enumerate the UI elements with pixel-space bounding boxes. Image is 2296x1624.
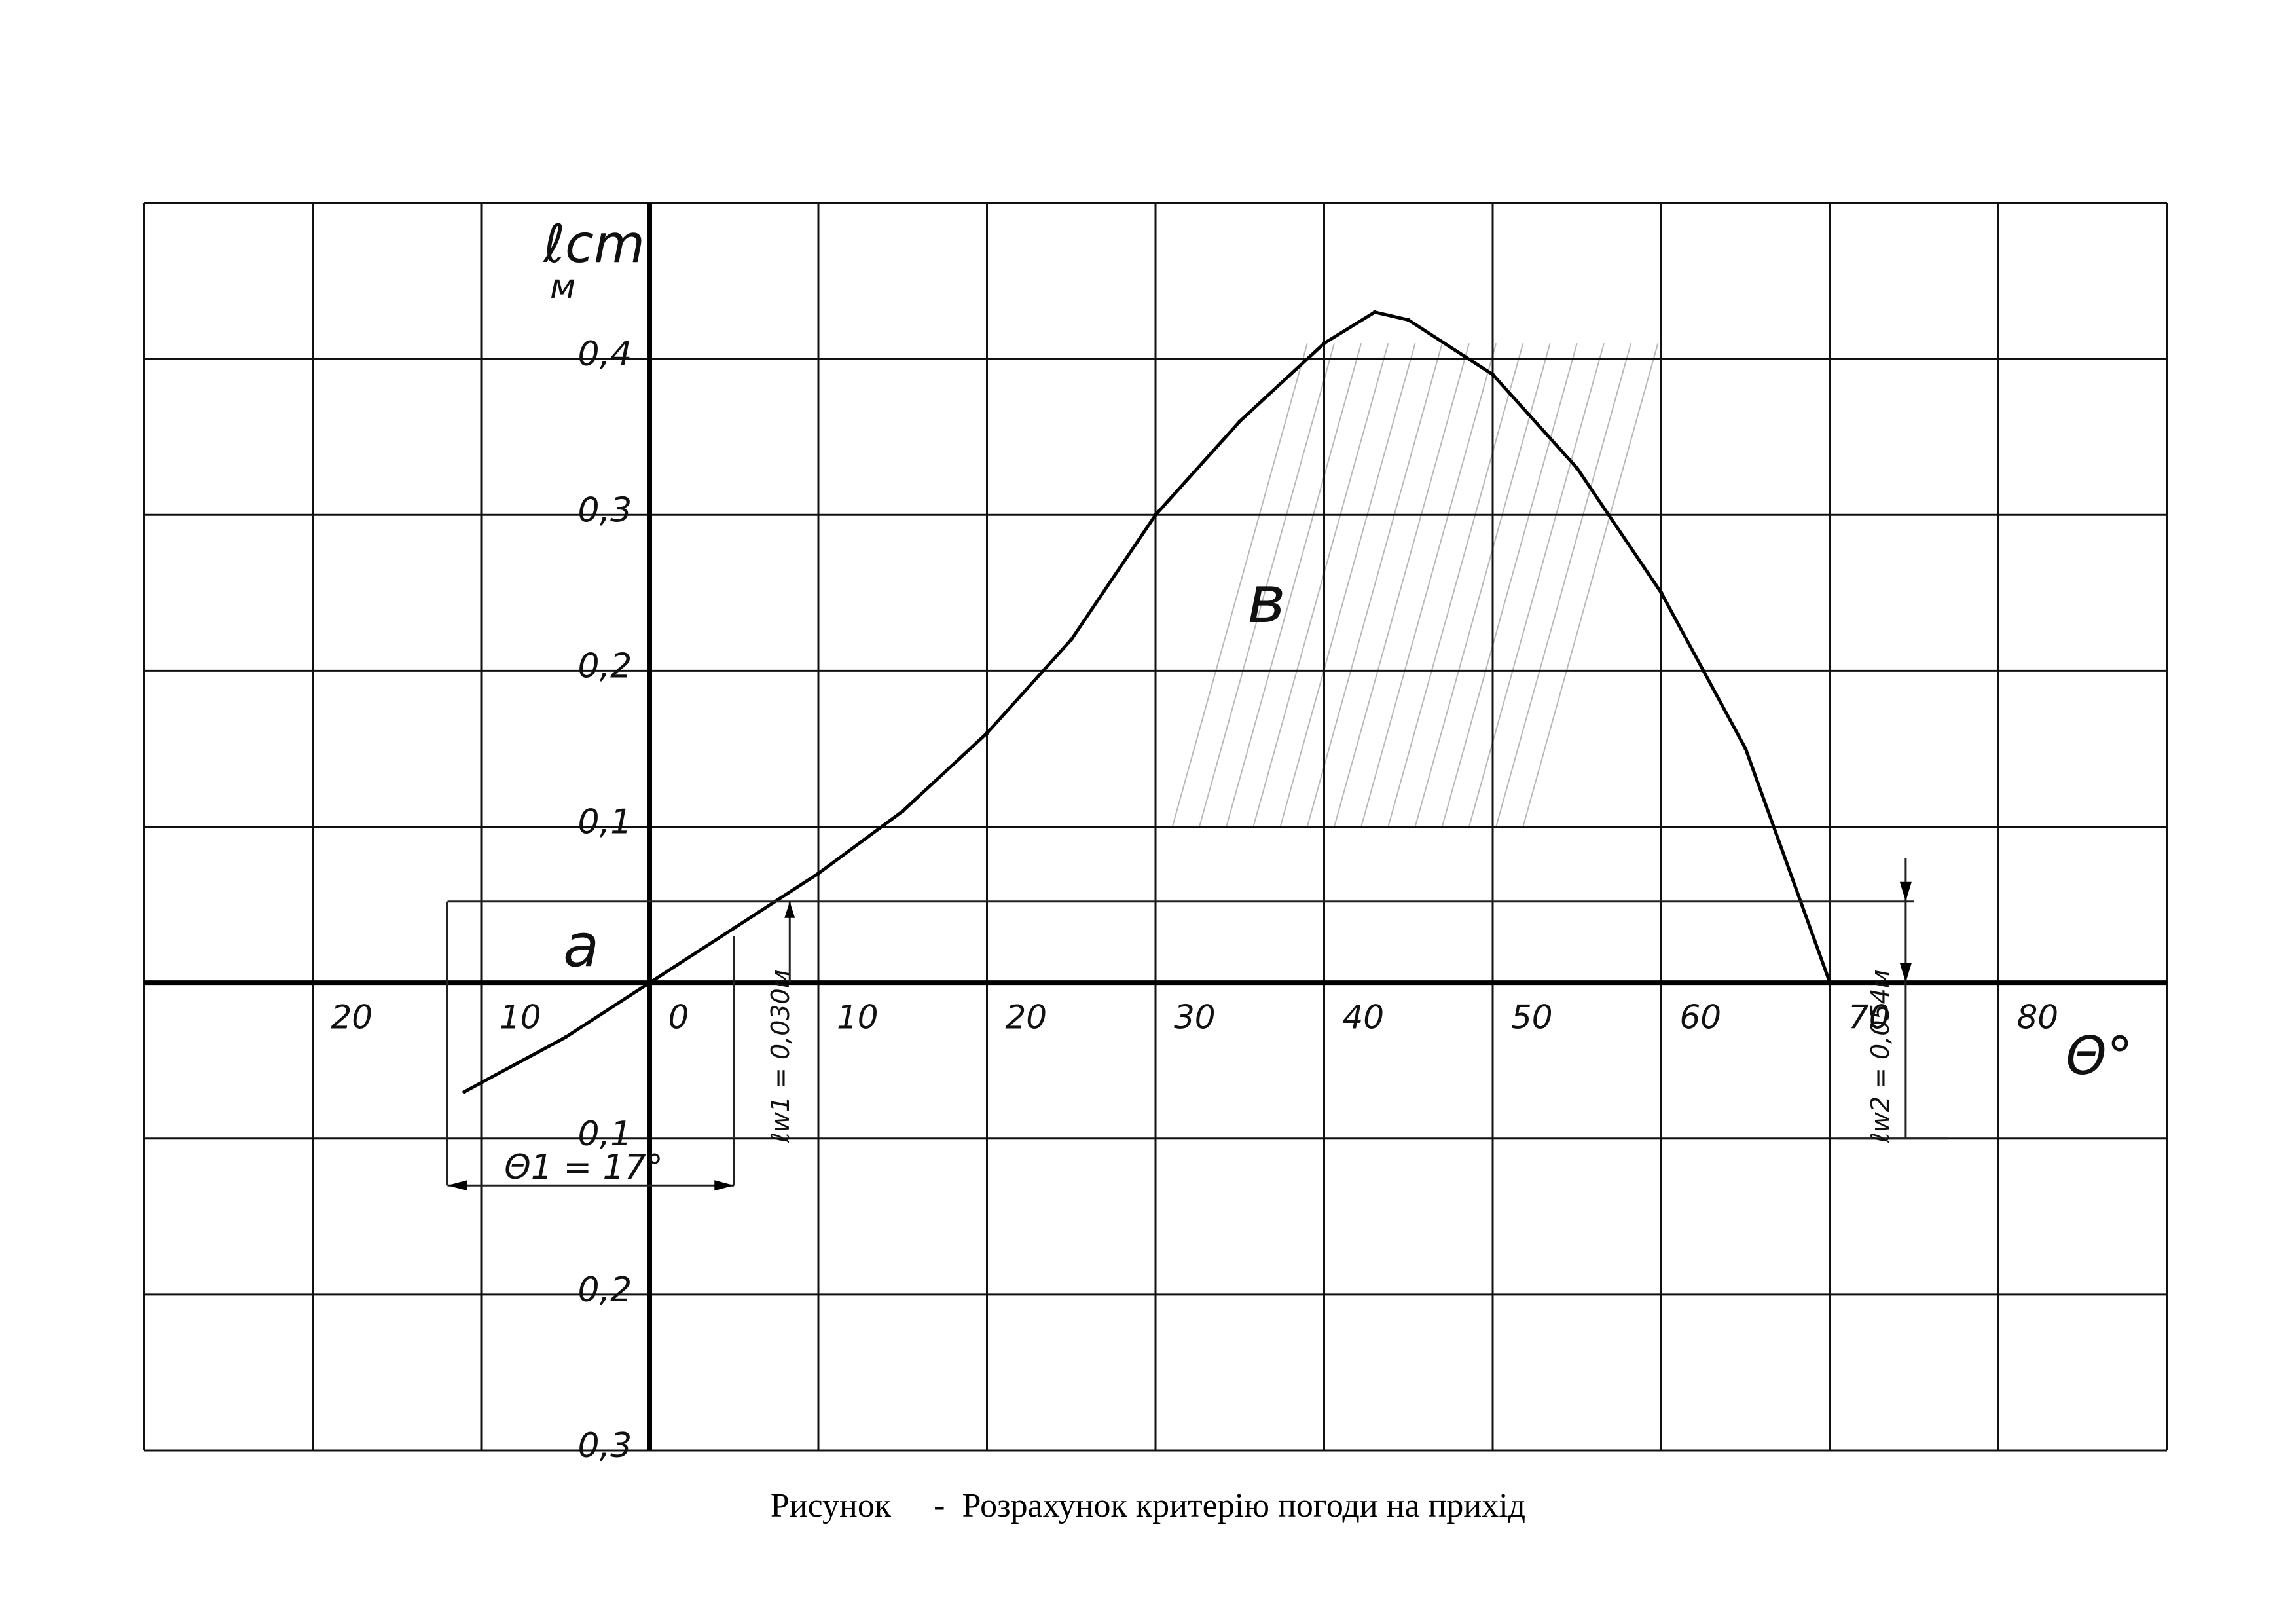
- x-tick-label: 80: [2017, 999, 2059, 1037]
- gz-curve-point: [1154, 513, 1157, 517]
- x-tick-label: 40: [1343, 999, 1385, 1037]
- theta1-arrow-right: [714, 1180, 735, 1191]
- gz-curve-point: [1237, 419, 1242, 424]
- x-tick-label: 30: [1174, 999, 1216, 1037]
- hatch-line: [1226, 343, 1362, 827]
- gz-curve-point: [647, 980, 652, 985]
- lw2-arrow-down: [1899, 881, 1912, 902]
- x-tick-label: 10: [837, 999, 879, 1037]
- x-tick-label: 10: [500, 999, 541, 1037]
- gz-curve-point: [1372, 310, 1377, 314]
- gz-curve-point: [1743, 747, 1748, 751]
- gz-curve-point: [563, 1035, 568, 1039]
- y-tick-label: 0,3: [578, 490, 632, 530]
- gz-curve-point: [900, 809, 905, 813]
- x-tick-label: 20: [331, 999, 373, 1037]
- gz-curve-point: [1491, 372, 1495, 377]
- tick-labels: 20 10 0 10 20 30 40 50 60 70 80 0,4 0,3 0,2 0,1 0,1 0,2 0…: [331, 335, 2059, 1466]
- gz-curve-point: [462, 1090, 467, 1094]
- x-axis-label: Θ°: [2066, 1025, 2133, 1086]
- area-b-hatching: [1171, 343, 1659, 827]
- gz-curve-point: [1322, 341, 1326, 346]
- gz-curve-point: [1069, 637, 1074, 642]
- hatch-line: [1360, 343, 1497, 827]
- hatch-line: [1198, 343, 1335, 827]
- gz-curve-line: [464, 310, 1832, 1094]
- x-tick-label: 70: [1848, 999, 1890, 1037]
- theta1-label: Θ1 = 17°: [504, 1148, 663, 1187]
- lw1-label: ℓw1 = 0,030м: [766, 970, 795, 1143]
- hatch-line: [1441, 343, 1578, 827]
- gz-curve-point: [732, 926, 737, 931]
- y-tick-label: 0,2: [578, 1270, 632, 1310]
- y-tick-label: 0,3: [578, 1426, 632, 1466]
- hatch-line: [1279, 343, 1416, 827]
- area-a-label: a: [563, 912, 599, 980]
- gz-curve-point: [1406, 318, 1411, 322]
- x-tick-label: 60: [1680, 999, 1722, 1037]
- y-tick-label: 0,4: [578, 335, 632, 374]
- hatch-line: [1333, 343, 1470, 827]
- x-tick-label: 20: [1006, 999, 1048, 1037]
- gz-curve-point: [1828, 980, 1832, 985]
- hatch-line: [1495, 343, 1632, 827]
- lw1-arrow-top: [784, 901, 795, 918]
- figure-caption: Рисунок - Розрахунок критерію погоди на …: [0, 1486, 2296, 1525]
- gz-curve-point: [1659, 591, 1664, 595]
- theta1-arrow-left: [447, 1180, 467, 1191]
- annotation-layer: [446, 858, 1948, 1191]
- curve-layer: [462, 310, 1832, 1094]
- caption-prefix: Рисунок: [770, 1487, 892, 1524]
- hatch-line: [1387, 343, 1524, 827]
- y-tick-label: 0,1: [578, 803, 632, 842]
- y-tick-label: 0,2: [578, 646, 632, 686]
- hatch-line: [1171, 343, 1308, 827]
- y-tick-label: 0,1: [578, 1115, 632, 1154]
- area-b-label: в: [1247, 561, 1286, 638]
- y-axis-label: ℓcm: [542, 213, 645, 274]
- gz-curve-point: [1575, 466, 1579, 470]
- y-axis-unit: м: [550, 267, 575, 306]
- hatch-line: [1468, 343, 1605, 827]
- grid: [143, 202, 2168, 1452]
- lw2-arrow-up: [1899, 963, 1912, 983]
- hatch-line: [1252, 343, 1389, 827]
- hatch-line: [1414, 343, 1551, 827]
- caption-text: - Розрахунок критерію погоди на прихід: [934, 1487, 1526, 1524]
- gz-curve-point: [816, 871, 820, 876]
- x-tick-label: 50: [1511, 999, 1553, 1037]
- lw2-label: ℓw2 = 0,054м: [1866, 970, 1895, 1143]
- gz-curve-point: [985, 731, 989, 735]
- x-tick-label: 0: [668, 999, 689, 1037]
- hatch-line: [1306, 343, 1443, 827]
- hatch-line: [1522, 343, 1659, 827]
